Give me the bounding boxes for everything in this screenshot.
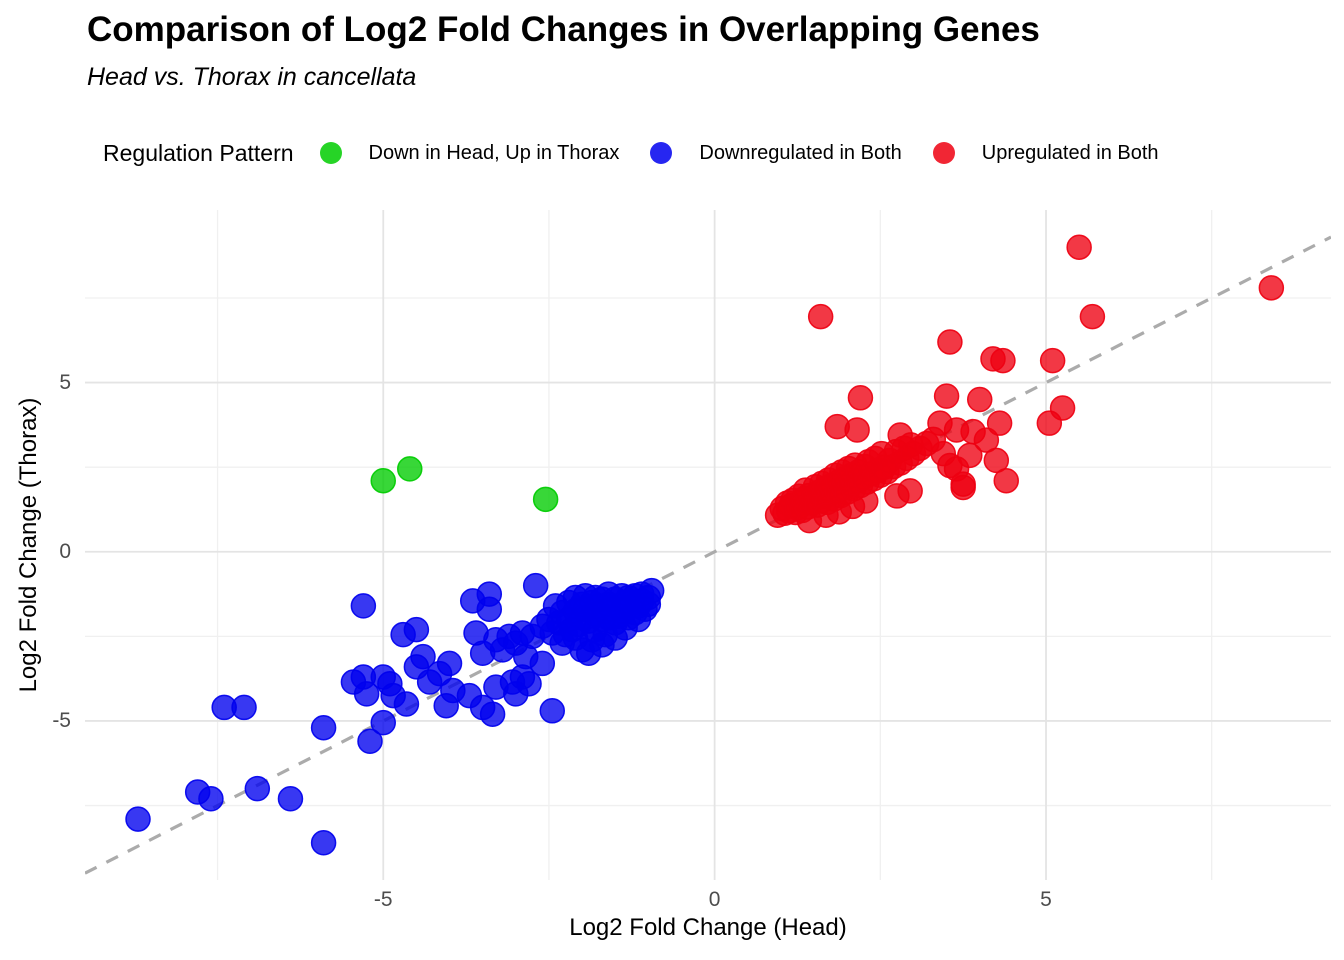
data-point-blue <box>231 694 257 721</box>
data-point-red <box>990 347 1016 374</box>
data-point-blue <box>125 806 151 832</box>
y-tick-label: 0 <box>59 539 71 563</box>
data-point-red <box>852 488 879 514</box>
x-tick-label: 5 <box>1040 888 1052 911</box>
legend-item-upregulated-both: Upregulated in Both <box>932 141 1159 165</box>
legend: Regulation Pattern Down in Head, Up in T… <box>103 133 1190 173</box>
legend-label: Upregulated in Both <box>981 141 1159 164</box>
data-point-red <box>1066 234 1092 260</box>
data-point-blue <box>393 691 420 717</box>
data-point-blue <box>350 593 377 619</box>
legend-item-down-head-up-thorax: Down in Head, Up in Thorax <box>319 141 620 165</box>
red-dot-icon <box>932 142 955 164</box>
data-point-blue <box>370 709 396 736</box>
data-point-red <box>950 471 976 497</box>
data-point-red <box>847 385 874 411</box>
blue-dot-icon <box>650 142 673 164</box>
data-point-blue <box>625 606 652 633</box>
green-dot-icon <box>319 142 342 164</box>
data-point-red <box>993 467 1019 494</box>
data-point-red <box>983 447 1010 474</box>
page-title: Comparison of Log2 Fold Changes in Overl… <box>87 10 1040 49</box>
legend-label: Down in Head, Up in Thorax <box>368 141 620 164</box>
data-point-red <box>1258 275 1285 301</box>
data-point-blue <box>522 572 549 599</box>
plot-panel <box>85 210 1331 880</box>
legend-label: Downregulated in Both <box>699 141 902 164</box>
data-point-blue <box>198 786 224 812</box>
data-point-blue <box>357 728 383 755</box>
data-point-red <box>1039 347 1066 374</box>
data-point-blue <box>503 681 529 707</box>
data-point-blue <box>476 596 503 623</box>
data-point-red <box>813 502 839 528</box>
data-point-blue <box>403 616 430 643</box>
data-point-red <box>986 410 1013 436</box>
data-point-blue <box>353 681 380 707</box>
legend-item-downregulated-both: Downregulated in Both <box>650 141 902 165</box>
chart-subtitle: Head vs. Thorax in cancellata <box>87 63 417 91</box>
identity-dashed-line <box>85 235 1331 875</box>
legend-title: Regulation Pattern <box>103 139 294 166</box>
data-point-blue <box>638 577 665 604</box>
data-point-green <box>397 456 423 482</box>
y-axis-title: Log2 Fold Change (Thorax) <box>15 397 42 693</box>
data-point-blue <box>310 830 337 856</box>
x-axis-title: Log2 Fold Change (Head) <box>569 914 847 941</box>
x-tick-label: -5 <box>373 888 393 911</box>
data-point-red <box>897 478 923 504</box>
data-point-green <box>370 467 396 494</box>
data-point-blue <box>479 701 506 727</box>
data-point-red <box>807 303 834 330</box>
data-point-red <box>933 383 960 409</box>
data-point-blue <box>416 669 443 695</box>
data-point-red <box>844 417 870 443</box>
y-tick-label: -5 <box>52 708 71 732</box>
data-point-red <box>937 329 963 355</box>
y-tick-label: 5 <box>59 370 71 394</box>
data-point-blue <box>539 698 565 724</box>
data-point-red <box>937 452 963 479</box>
data-point-red <box>920 426 947 453</box>
data-point-green <box>532 486 559 513</box>
data-point-blue <box>436 650 463 677</box>
data-point-red <box>966 386 993 413</box>
data-point-blue <box>277 786 304 812</box>
data-point-red <box>1079 303 1106 330</box>
data-point-blue <box>310 714 337 741</box>
data-point-blue <box>244 775 271 802</box>
data-point-red <box>1036 410 1063 436</box>
data-point-blue <box>562 625 589 651</box>
data-point-blue <box>433 692 459 719</box>
x-tick-label: 0 <box>708 888 721 911</box>
